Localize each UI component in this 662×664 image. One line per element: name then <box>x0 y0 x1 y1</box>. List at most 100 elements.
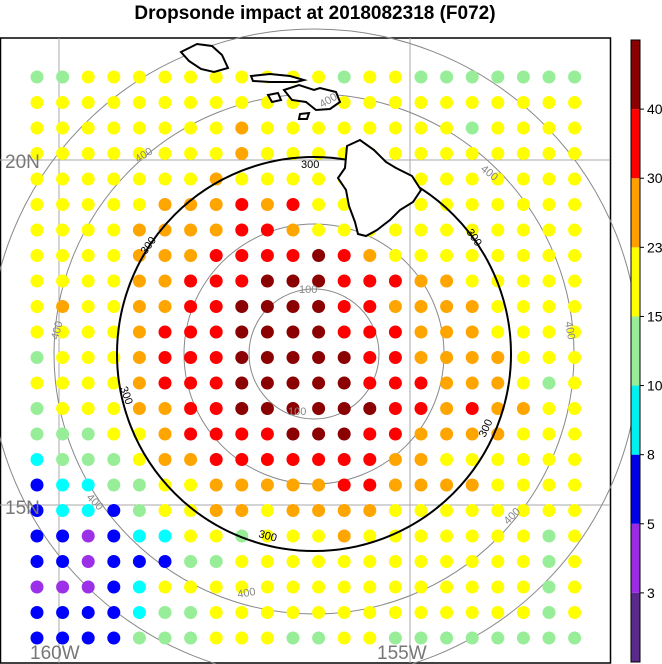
impact-dot <box>465 96 479 109</box>
impact-dot <box>107 631 121 645</box>
impact-dot <box>209 580 223 594</box>
impact-dot <box>107 70 121 84</box>
impact-dot <box>440 376 454 390</box>
colorbar-label: 3 <box>647 585 655 601</box>
impact-dot <box>30 70 44 84</box>
impact-dot <box>107 274 121 288</box>
impact-dot <box>491 529 505 543</box>
impact-dot <box>312 580 326 594</box>
impact-dot <box>363 402 377 415</box>
impact-dot <box>388 223 402 237</box>
colorbar-label: 8 <box>647 447 655 463</box>
impact-dot <box>312 606 326 619</box>
impact-dot <box>568 172 582 186</box>
impact-dot <box>312 402 326 415</box>
impact-dot <box>491 325 505 339</box>
impact-dot <box>260 198 274 211</box>
impact-dot <box>184 504 198 517</box>
colorbar-segment <box>631 385 640 455</box>
impact-dot <box>81 631 95 645</box>
impact-dot <box>107 606 121 619</box>
impact-dot <box>184 121 198 135</box>
impact-dot <box>81 96 95 109</box>
oahu-island <box>179 42 230 74</box>
impact-dot <box>184 402 198 415</box>
impact-dot <box>516 631 530 645</box>
impact-dot <box>388 274 402 288</box>
impact-dot <box>363 300 377 313</box>
impact-dot <box>465 300 479 313</box>
impact-dot <box>440 198 454 211</box>
impact-dot <box>465 172 479 186</box>
impact-dot <box>568 70 582 84</box>
impact-dot <box>568 96 582 109</box>
impact-dot <box>209 96 223 109</box>
impact-dot <box>363 478 377 492</box>
impact-dot <box>491 198 505 211</box>
impact-dot <box>260 376 274 390</box>
impact-dot <box>184 249 198 262</box>
impact-dot <box>337 555 351 568</box>
impact-dot <box>440 274 454 288</box>
impact-dot <box>363 351 377 364</box>
impact-dot <box>312 631 326 645</box>
impact-dot <box>542 96 556 109</box>
impact-dot <box>388 555 402 568</box>
impact-dot <box>158 580 172 594</box>
impact-dot <box>465 351 479 364</box>
impact-dot <box>516 249 530 262</box>
impact-dot <box>56 198 70 211</box>
impact-dot <box>286 402 300 415</box>
impact-dot <box>516 172 530 186</box>
impact-dot <box>56 453 70 466</box>
impact-dot <box>209 147 223 160</box>
impact-dot <box>516 351 530 364</box>
impact-dot <box>81 478 95 492</box>
impact-dot <box>81 529 95 543</box>
impact-dot <box>286 504 300 517</box>
impact-dot <box>312 529 326 543</box>
colorbar: 3 5 8 10 15 23 30 40 <box>630 39 662 663</box>
impact-dot <box>491 96 505 109</box>
impact-dot <box>132 198 146 211</box>
impact-dot <box>414 274 428 288</box>
impact-dot <box>286 631 300 645</box>
impact-dot <box>414 555 428 568</box>
impact-dot <box>184 631 198 645</box>
impact-dot <box>440 351 454 364</box>
impact-dot <box>235 223 249 237</box>
impact-dot <box>465 376 479 390</box>
impact-dot <box>235 555 249 568</box>
impact-dot <box>209 274 223 288</box>
impact-dot <box>516 555 530 568</box>
colorbar-label: 23 <box>647 239 662 255</box>
impact-dot <box>491 453 505 466</box>
impact-dot <box>184 325 198 339</box>
impact-dot <box>260 631 274 645</box>
impact-dot <box>107 504 121 517</box>
impact-dot <box>516 325 530 339</box>
impact-dot <box>184 478 198 492</box>
impact-dot <box>491 249 505 262</box>
impact-dot <box>107 376 121 390</box>
impact-dot <box>568 249 582 262</box>
contour-label-300: 300 <box>257 528 278 544</box>
molokai-island <box>249 72 308 83</box>
impact-dot <box>209 198 223 211</box>
impact-dot <box>312 121 326 135</box>
impact-dot <box>184 96 198 109</box>
impact-dot <box>516 606 530 619</box>
impact-dot <box>465 453 479 466</box>
impact-dot <box>516 376 530 390</box>
impact-dot <box>107 96 121 109</box>
impact-dot <box>81 121 95 135</box>
impact-dot <box>491 478 505 492</box>
impact-dot <box>56 172 70 186</box>
impact-dot <box>107 147 121 160</box>
impact-dot <box>440 121 454 135</box>
impact-dot <box>568 325 582 339</box>
impact-dot <box>158 121 172 135</box>
impact-dot <box>30 249 44 262</box>
impact-dot <box>568 606 582 619</box>
contour-label-100: 100 <box>288 406 306 418</box>
